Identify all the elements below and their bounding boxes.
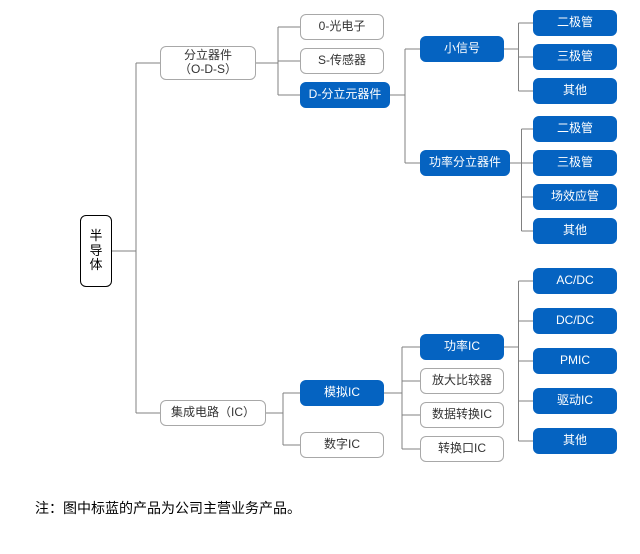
node-intf: 转换口IC	[420, 436, 504, 462]
node-pwr_ic: 功率IC	[420, 334, 504, 360]
node-pd_diode: 二极管	[533, 116, 617, 142]
node-s_sens: S-传感器	[300, 48, 384, 74]
node-small_sig: 小信号	[420, 36, 504, 62]
footnote: 注：图中标蓝的产品为公司主营业务产品。	[35, 498, 301, 518]
node-o_opt: 0-光电子	[300, 14, 384, 40]
node-dcdc: DC/DC	[533, 308, 617, 334]
node-pmic: PMIC	[533, 348, 617, 374]
node-ods: 分立器件 （O-D-S）	[160, 46, 256, 80]
node-analog: 模拟IC	[300, 380, 384, 406]
node-pd_oth: 其他	[533, 218, 617, 244]
node-adc: 数据转换IC	[420, 402, 504, 428]
node-root: 半 导 体	[80, 215, 112, 287]
node-drvic: 驱动IC	[533, 388, 617, 414]
node-pwr_disc: 功率分立器件	[420, 150, 510, 176]
node-ic: 集成电路（IC）	[160, 400, 266, 426]
node-pd_fet: 场效应管	[533, 184, 617, 210]
node-ss_oth: 其他	[533, 78, 617, 104]
node-ss_diode: 二极管	[533, 10, 617, 36]
node-p_oth: 其他	[533, 428, 617, 454]
node-amp: 放大比较器	[420, 368, 504, 394]
node-digital: 数字IC	[300, 432, 384, 458]
node-pd_tri: 三极管	[533, 150, 617, 176]
node-ss_tri: 三极管	[533, 44, 617, 70]
tree-diagram: 半 导 体 分立器件 （O-D-S） 集成电路（IC） 0-光电子 S-传感器 D-分立元…	[0, 0, 640, 530]
node-d_disc: D-分立元器件	[300, 82, 390, 108]
node-acdc: AC/DC	[533, 268, 617, 294]
